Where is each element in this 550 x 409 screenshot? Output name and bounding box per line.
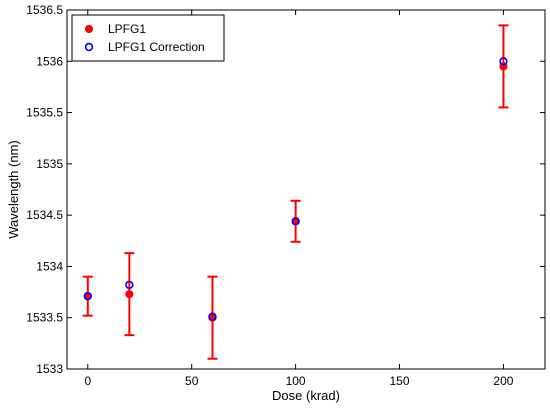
y-tick-label: 1533	[36, 362, 63, 376]
y-axis-title: Wavelength (nm)	[6, 140, 21, 239]
legend-marker-lpfg1-correction	[84, 42, 94, 52]
point-lpfg1-correction	[291, 217, 300, 226]
y-tick-label: 1534.5	[26, 208, 63, 222]
point-lpfg1-correction	[208, 312, 217, 321]
y-tick-label: 1536.5	[26, 3, 63, 17]
legend-label-lpfg1: LPFG1	[108, 22, 146, 36]
data-markers	[83, 57, 508, 322]
y-axis-ticks: 1533 1533.5 1534 1534.5 1535 1535.5 1536 1536.5	[26, 3, 545, 376]
x-tick-label: 150	[390, 374, 410, 388]
y-tick-label: 1533.5	[26, 311, 63, 325]
x-tick-label: 200	[493, 374, 513, 388]
legend-label-lpfg1-correction: LPFG1 Correction	[108, 40, 205, 54]
x-axis-ticks: 0 50 100 150 200	[84, 10, 514, 388]
point-lpfg1	[125, 290, 134, 299]
y-tick-label: 1535.5	[26, 106, 63, 120]
plot-area	[66, 9, 546, 370]
legend: LPFG1 LPFG1 Correction	[71, 14, 225, 62]
x-tick-label: 50	[185, 374, 199, 388]
point-lpfg1-correction	[499, 57, 508, 66]
x-tick-label: 0	[84, 374, 91, 388]
legend-box	[71, 14, 225, 62]
y-tick-label: 1535	[36, 157, 63, 171]
legend-marker-lpfg1	[84, 24, 94, 34]
y-tick-label: 1536	[36, 54, 63, 68]
x-tick-label: 100	[286, 374, 306, 388]
point-lpfg1-correction	[125, 280, 134, 290]
point-lpfg1-correction	[83, 291, 92, 301]
y-tick-label: 1534	[36, 259, 63, 273]
x-axis-title: Dose (krad)	[272, 388, 340, 403]
